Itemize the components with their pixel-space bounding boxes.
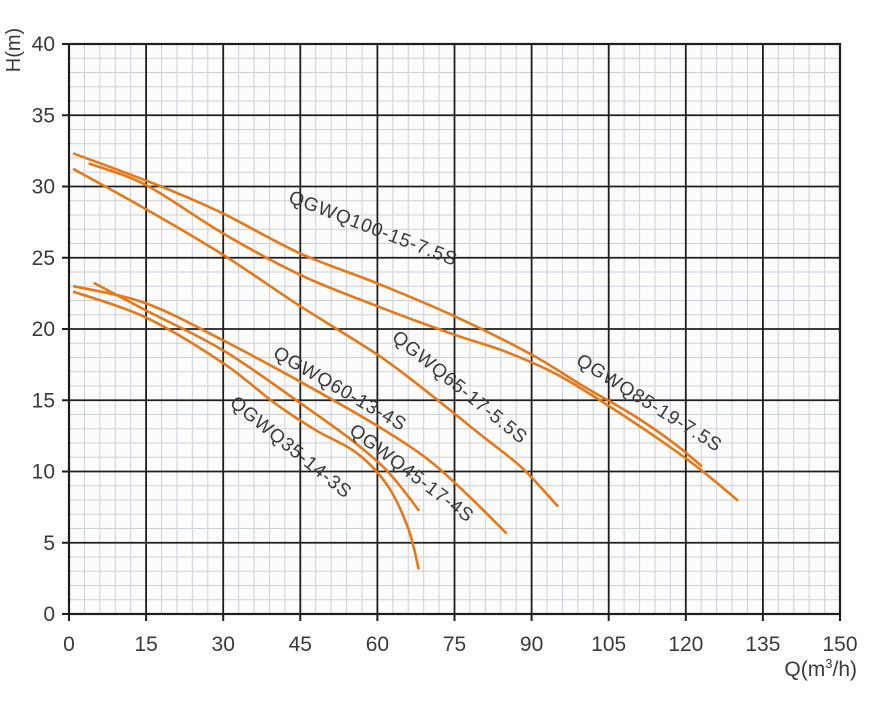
x-tick-label: 105: [591, 633, 626, 656]
y-tick-label: 35: [32, 104, 55, 127]
x-tick-label: 75: [443, 633, 466, 656]
x-axis-title: Q(m3/h): [784, 656, 857, 681]
y-tick-label: 0: [43, 603, 55, 626]
x-tick-label: 90: [520, 633, 543, 656]
y-tick-label: 5: [43, 532, 55, 555]
x-tick-label: 135: [745, 633, 780, 656]
curve-QGWQ85-19-7.5S: [88, 162, 739, 502]
x-tick-label: 45: [289, 633, 312, 656]
curve-QGWQ60-13-4S: [72, 285, 508, 535]
curve-QGWQ35-14-3S: [72, 290, 420, 570]
x-tick-label: 30: [212, 633, 235, 656]
y-tick-label: 30: [32, 176, 55, 199]
y-tick-label: 40: [32, 33, 55, 56]
y-tick-label: 10: [32, 461, 55, 484]
y-tick-label: 25: [32, 247, 55, 270]
curve-QGWQ65-17-5.5S: [72, 168, 559, 507]
y-tick-label: 15: [32, 389, 55, 412]
x-tick-label: 150: [822, 633, 857, 656]
x-tick-label: 15: [134, 633, 157, 656]
y-tick-label: 20: [32, 318, 55, 341]
curve-QGWQ100-15-7.5S: [72, 152, 703, 468]
x-tick-label: 0: [63, 633, 75, 656]
x-tick-label: 60: [366, 633, 389, 656]
curve-QGWQ45-17-4S: [93, 282, 420, 512]
y-axis-title: H(m): [3, 28, 25, 72]
x-tick-label: 120: [668, 633, 703, 656]
